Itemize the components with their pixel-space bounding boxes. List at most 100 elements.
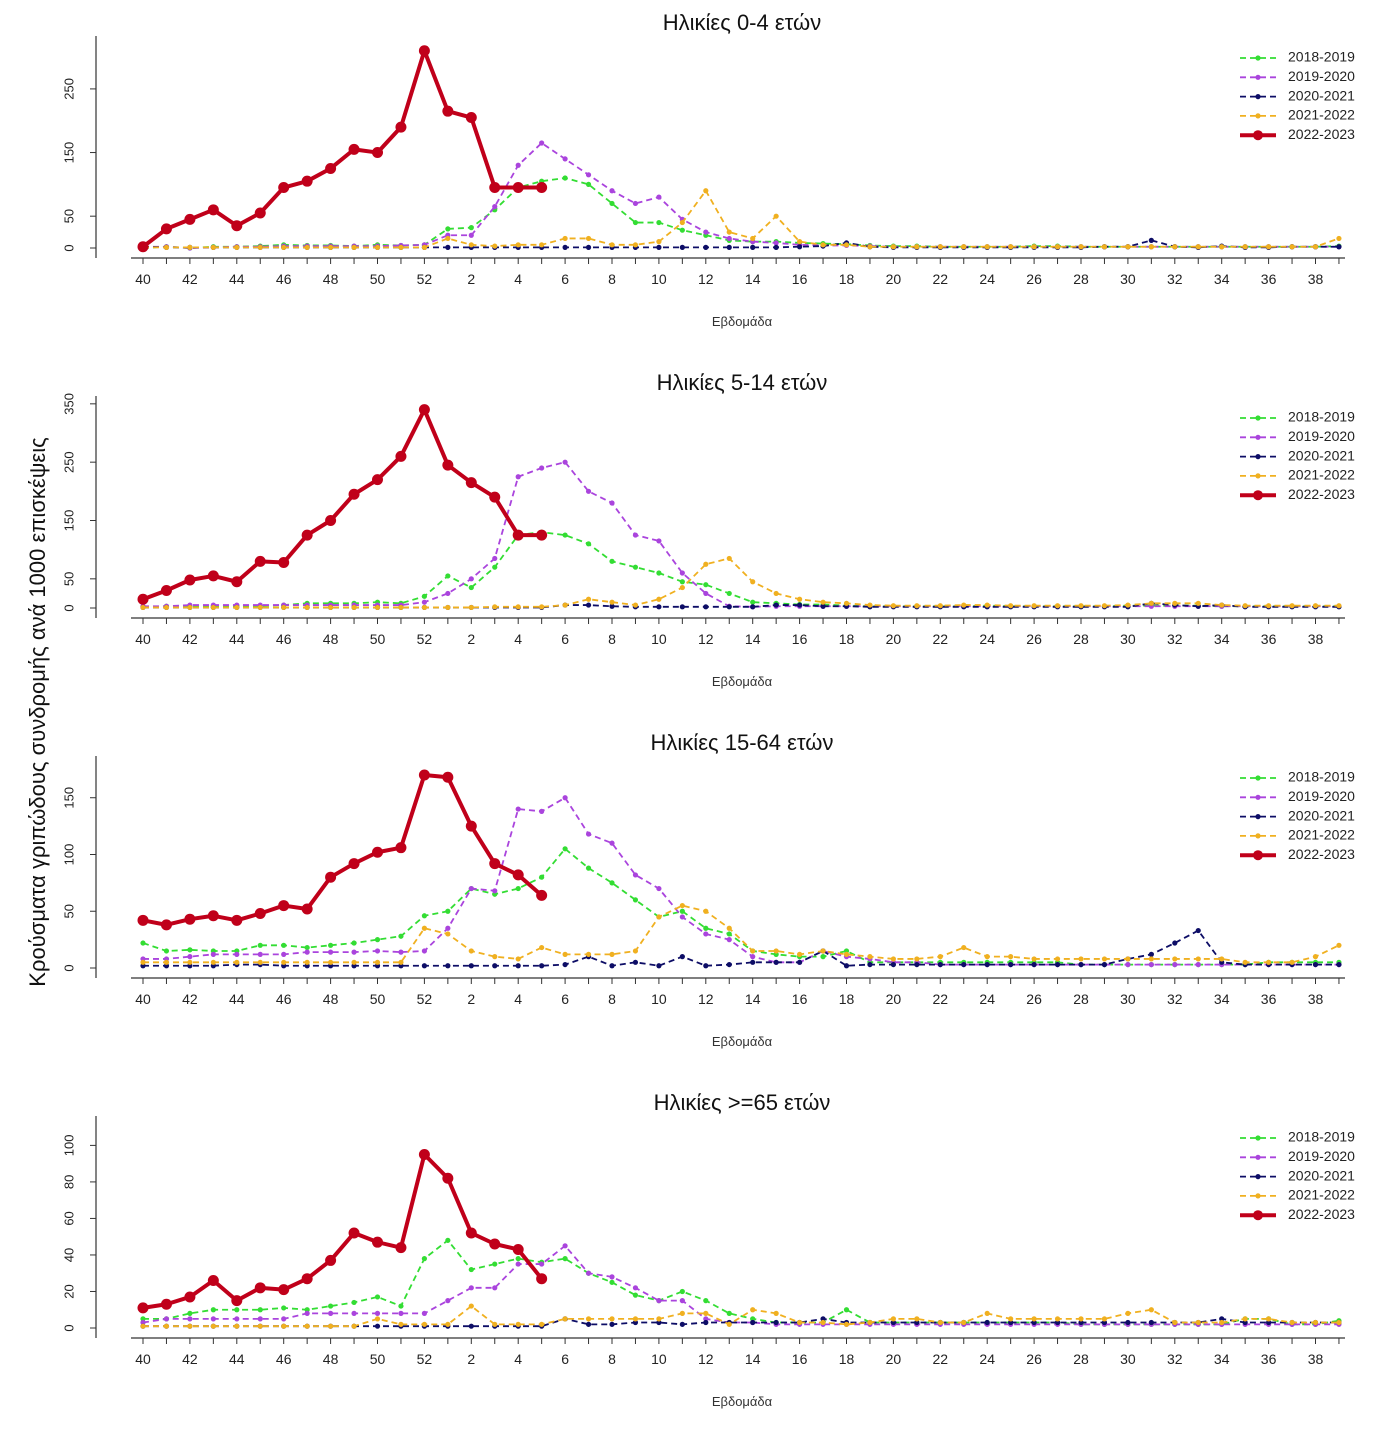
series-line-2019-2020 bbox=[143, 796, 1339, 966]
y-tick-label: 150 bbox=[61, 787, 76, 809]
data-point-2021-2022 bbox=[820, 1319, 826, 1326]
data-point-2022-2023 bbox=[137, 1302, 149, 1314]
x-tick-label: 20 bbox=[886, 271, 902, 287]
data-point-2021-2022 bbox=[445, 931, 451, 937]
x-tick-label: 50 bbox=[370, 271, 386, 287]
data-point-2021-2022 bbox=[1336, 1319, 1342, 1326]
x-tick-label: 46 bbox=[276, 631, 292, 647]
data-point-2021-2022 bbox=[632, 1316, 639, 1322]
data-point-2021-2022 bbox=[1008, 954, 1014, 960]
data-point-2020-2021 bbox=[609, 1321, 615, 1327]
x-tick-label: 30 bbox=[1120, 991, 1136, 1007]
data-point-2021-2022 bbox=[398, 959, 404, 965]
data-point-2022-2023 bbox=[395, 450, 407, 462]
data-point-2021-2022 bbox=[515, 242, 521, 248]
x-tick-label: 8 bbox=[608, 631, 616, 647]
series-line-2019-2020 bbox=[143, 142, 1339, 249]
data-point-2022-2023 bbox=[489, 858, 501, 870]
data-point-2021-2022 bbox=[1242, 603, 1248, 609]
data-point-2019-2020 bbox=[632, 872, 639, 878]
data-point-2019-2020 bbox=[187, 954, 193, 960]
y-tick-label: 150 bbox=[61, 142, 76, 164]
x-tick-label: 24 bbox=[979, 271, 995, 287]
data-point-2021-2022 bbox=[328, 244, 334, 250]
data-point-2020-2021 bbox=[679, 244, 685, 250]
data-point-2020-2021 bbox=[1008, 1319, 1014, 1326]
data-point-2021-2022 bbox=[679, 584, 685, 591]
x-tick-label: 34 bbox=[1214, 1351, 1230, 1367]
data-point-2022-2023 bbox=[207, 1275, 219, 1287]
data-point-2020-2021 bbox=[679, 954, 685, 960]
data-point-2021-2022 bbox=[281, 604, 287, 611]
data-point-2021-2022 bbox=[398, 604, 404, 611]
data-point-2018-2019 bbox=[632, 219, 639, 226]
data-point-2021-2022 bbox=[797, 951, 803, 957]
data-point-2019-2020 bbox=[398, 1310, 404, 1316]
data-point-2018-2019 bbox=[609, 1279, 615, 1285]
data-point-2021-2022 bbox=[468, 604, 474, 611]
data-point-2021-2022 bbox=[1172, 1319, 1178, 1326]
data-point-2019-2020 bbox=[703, 1316, 709, 1322]
data-point-2021-2022 bbox=[585, 596, 592, 602]
data-point-2021-2022 bbox=[1008, 1316, 1014, 1322]
x-tick-label: 38 bbox=[1308, 1351, 1324, 1367]
x-tick-label: 24 bbox=[979, 991, 995, 1007]
data-point-2021-2022 bbox=[398, 1321, 404, 1327]
x-tick-label: 16 bbox=[792, 991, 808, 1007]
data-point-2020-2021 bbox=[632, 959, 639, 965]
data-point-2021-2022 bbox=[234, 1323, 240, 1329]
data-point-2022-2023 bbox=[254, 1282, 266, 1294]
data-point-2022-2023 bbox=[442, 771, 454, 783]
x-tick-label: 28 bbox=[1073, 631, 1089, 647]
x-tick-label: 42 bbox=[182, 1351, 198, 1367]
series-line-2021-2022 bbox=[143, 189, 1340, 249]
data-point-2019-2020 bbox=[140, 1319, 146, 1326]
data-point-2022-2023 bbox=[231, 576, 243, 588]
data-point-2021-2022 bbox=[562, 235, 568, 242]
data-point-2019-2020 bbox=[679, 914, 685, 920]
legend-marker bbox=[1255, 1174, 1261, 1180]
data-point-2021-2022 bbox=[1054, 244, 1061, 250]
data-point-2019-2020 bbox=[1172, 961, 1178, 968]
data-point-2022-2023 bbox=[395, 842, 407, 854]
x-tick-label: 30 bbox=[1120, 271, 1136, 287]
data-point-2021-2022 bbox=[632, 242, 639, 248]
data-point-2018-2019 bbox=[515, 1256, 521, 1262]
data-point-2021-2022 bbox=[1172, 600, 1178, 606]
x-tick-label: 48 bbox=[323, 991, 339, 1007]
legend-marker bbox=[1255, 814, 1261, 820]
data-point-2018-2019 bbox=[445, 1237, 451, 1243]
legend-label: 2018-2019 bbox=[1288, 769, 1355, 785]
data-point-2021-2022 bbox=[867, 1319, 873, 1326]
x-tick-label: 18 bbox=[839, 991, 855, 1007]
data-point-2022-2023 bbox=[184, 1291, 196, 1303]
data-point-2019-2020 bbox=[632, 532, 639, 538]
data-point-2021-2022 bbox=[1195, 1319, 1201, 1326]
legend-marker bbox=[1255, 415, 1261, 421]
series-line-2020-2021 bbox=[143, 929, 1339, 967]
x-axis-label: Εβδομάδα bbox=[712, 674, 773, 689]
data-point-2020-2021 bbox=[1336, 244, 1342, 250]
data-point-2018-2019 bbox=[328, 942, 334, 948]
data-point-2021-2022 bbox=[609, 951, 615, 957]
data-point-2020-2021 bbox=[961, 961, 967, 968]
chart-title: Ηλικίες 5-14 ετών bbox=[657, 370, 828, 395]
legend-label: 2018-2019 bbox=[1288, 409, 1355, 425]
data-point-2019-2020 bbox=[703, 931, 709, 937]
data-point-2018-2019 bbox=[304, 1307, 310, 1313]
data-point-2021-2022 bbox=[304, 604, 310, 611]
data-point-2018-2019 bbox=[703, 582, 709, 588]
data-point-2021-2022 bbox=[609, 599, 615, 605]
data-point-2021-2022 bbox=[1219, 956, 1225, 962]
data-point-2018-2019 bbox=[562, 846, 568, 852]
data-point-2020-2021 bbox=[703, 604, 709, 610]
data-point-2022-2023 bbox=[372, 1236, 383, 1248]
data-point-2019-2020 bbox=[421, 948, 427, 954]
data-point-2022-2023 bbox=[325, 1254, 337, 1266]
data-point-2021-2022 bbox=[1312, 1319, 1319, 1326]
data-point-2021-2022 bbox=[562, 1316, 568, 1322]
data-point-2019-2020 bbox=[609, 1274, 615, 1280]
data-point-2022-2023 bbox=[536, 1273, 548, 1285]
